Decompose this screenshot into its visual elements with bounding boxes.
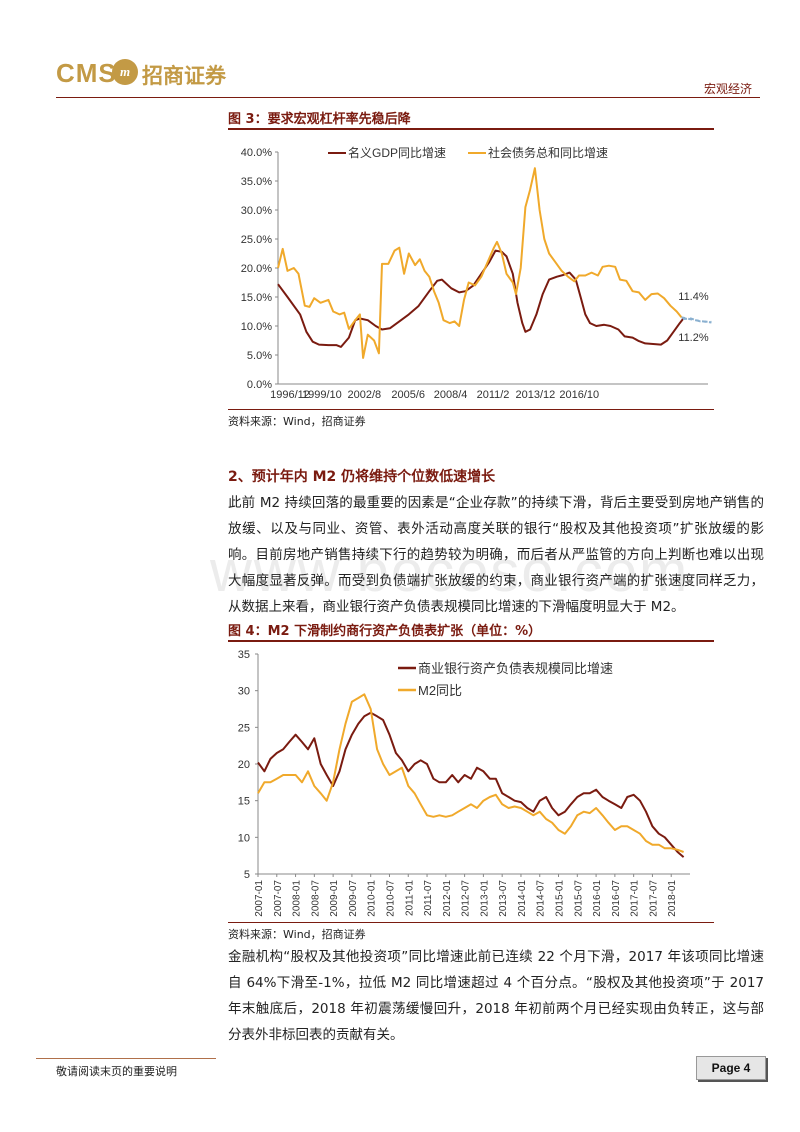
c3-series-1-line [277,167,683,359]
c3-forecast-gdp-line [682,317,712,323]
c4-x-tick-label: 2011-07 [423,880,434,916]
c4-y-tick-label: 15 [238,796,250,808]
c3-y-tick-label: 30.0% [241,205,272,217]
c4-x-tick-label: 2008-01 [292,880,303,917]
c3-y-tick-label: 5.0% [247,350,272,362]
c4-x-tick-label: 2018-01 [667,880,678,917]
c3-x-tick-label: 2013/12 [516,389,556,401]
c3-x-tick-label: 1999/10 [302,389,342,401]
c4-x-tick-label: 2012-07 [461,880,472,917]
c4-x-tick-label: 2012-01 [442,880,453,917]
c4-x-tick-label: 2009-07 [348,880,359,917]
page-number: Page 4 [696,1056,766,1080]
figure4-chart: 5 10 15 20 25 30 35 2007-01 2007-07 2008-01 2008-0… [238,649,690,917]
c4-x-tick-label: 2009-01 [329,880,340,917]
c4-x-tick-label: 2015-01 [555,880,566,917]
c4-y-tick-label: 5 [244,869,250,881]
c3-x-tick-label: 2002/8 [347,389,381,401]
figure4-source: 资料来源：Wind，招商证券 [228,928,366,941]
c3-y-tick-label: 15.0% [241,292,272,304]
figure4-bottom-rule [228,922,714,923]
figure3-source: 资料来源：Wind，招商证券 [228,415,366,428]
c3-annotation-0: 11.4% [678,291,709,303]
report-section-label: 宏观经济 [703,82,752,96]
figure3-bottom-rule [228,409,714,410]
c3-legend-gdp-label: 名义GDP同比增速 [348,145,446,160]
c4-x-tick-label: 2007-01 [254,880,265,917]
c3-x-tick-label: 1996/12 [270,389,310,401]
watermark: www.bocoso.com [210,539,690,604]
c3-y-tick-label: 0.0% [247,379,272,391]
footer-disclaimer-note: 敬请阅读末页的重要说明 [56,1065,177,1078]
c4-x-tick-label: 2015-07 [573,880,584,917]
c4-x-tick-label: 2016-07 [611,880,622,917]
figure3-chart: 0.0% 5.0% 10.0% 15.0% 20.0% 25.0% 30.0% 35.0% 40… [241,145,712,401]
c4-x-tick-label: 2008-07 [310,880,321,917]
brand-logo-latin: CMS [56,58,117,88]
c4-x-tick-label: 2013-07 [498,880,509,917]
c3-x-tick-label: 2008/4 [434,389,468,401]
c4-x-tick-label: 2017-07 [648,880,659,917]
c3-y-tick-label: 20.0% [241,263,272,275]
c4-x-tick-label: 2007-07 [273,880,284,917]
c4-x-tick-label: 2013-01 [479,880,490,917]
c4-x-tick-label: 2017-01 [630,880,641,917]
c4-x-tick-label: 2010-01 [367,880,378,917]
section2-heading: 2、预计年内 M2 仍将维持个位数低速增长 [228,469,496,485]
c4-series-1-line [257,693,684,853]
c3-annotation-1: 11.2% [678,332,709,344]
section3-paragraph: 金融机构“股权及其他投资项”同比增速此前已连续 22 个月下滑，2017 年该项… [228,949,764,1043]
c4-x-tick-label: 2014-07 [536,880,547,917]
figure4-title: 图 4：M2 下滑制约商行资产负债表扩张（单位：%） [228,624,542,639]
brand-logo-badge: m [112,59,138,85]
c3-y-tick-label: 10.0% [241,321,272,333]
c4-x-tick-label: 2010-07 [385,880,396,917]
footer-divider [36,1058,216,1059]
c3-y-tick-label: 40.0% [241,147,272,159]
c4-y-tick-label: 35 [238,649,250,661]
figure3-title: 图 3：要求宏观杠杆率先稳后降 [228,112,411,127]
c4-series-0-line [257,711,685,858]
c4-y-tick-label: 30 [238,686,250,698]
c3-x-tick-label: 2011/2 [477,389,510,401]
c3-y-tick-label: 25.0% [241,234,272,246]
c3-x-tick-label: 2016/10 [559,389,599,401]
c3-legend-debt-label: 社会债务总和同比增速 [488,145,608,160]
c4-y-tick-label: 20 [238,759,250,771]
c4-x-tick-label: 2016-01 [592,880,603,917]
c4-y-tick-label: 25 [238,722,250,734]
c4-x-tick-label: 2014-01 [517,880,528,917]
c4-legend-bank-label: 商业银行资产负债表规模同比增速 [418,661,613,676]
c3-series-0-line [277,249,684,348]
section2-paragraph: 此前 M2 持续回落的最重要的因素是“企业存款”的持续下滑，背后主要受到房地产销… [228,495,764,615]
header-divider [56,97,760,98]
figure3-title-rule [228,128,714,130]
c3-x-tick-label: 2005/6 [391,389,425,401]
figure4-title-rule [228,640,714,642]
brand-logo-chinese: 招商证券 [142,63,226,88]
c4-legend-m2-label: M2同比 [418,683,462,698]
c4-y-tick-label: 10 [238,832,250,844]
c4-x-tick-label: 2011-01 [404,880,415,916]
c3-y-tick-label: 35.0% [241,176,272,188]
